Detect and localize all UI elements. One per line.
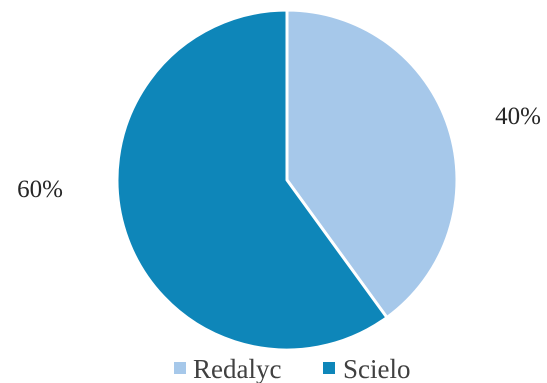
legend-label-scielo: Scielo xyxy=(343,354,411,383)
legend-label-redalyc: Redalyc xyxy=(193,354,281,383)
legend-swatch-redalyc xyxy=(174,362,186,374)
data-label-scielo: 60% xyxy=(17,176,63,203)
legend-swatch-scielo xyxy=(323,362,335,374)
data-label-redalyc: 40% xyxy=(495,103,541,130)
pie-slice-redalyc xyxy=(285,8,459,320)
pie-slices xyxy=(115,8,459,352)
pie-slice-scielo xyxy=(115,8,389,352)
legend: Redalyc Scielo xyxy=(174,354,411,383)
